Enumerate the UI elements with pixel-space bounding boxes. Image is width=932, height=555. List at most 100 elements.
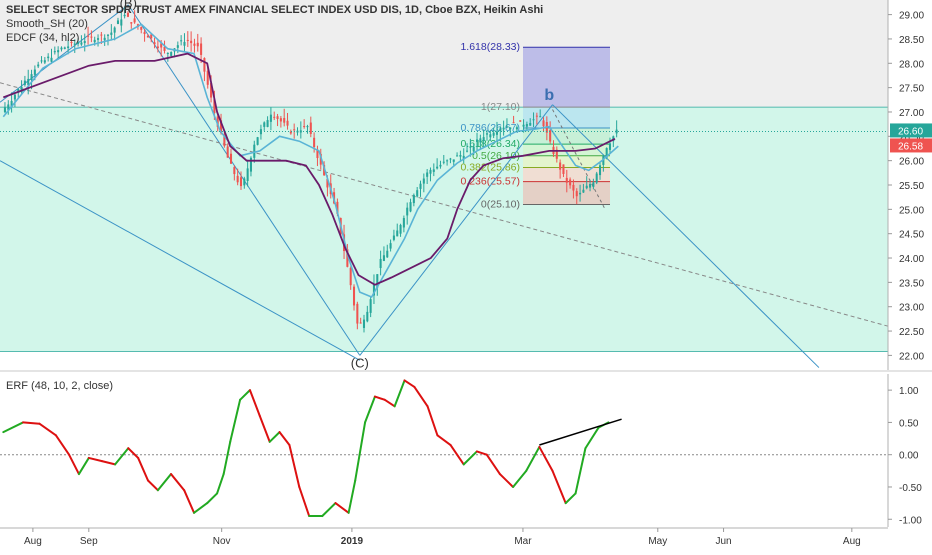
fib-zone xyxy=(523,128,610,145)
candle-body xyxy=(396,230,399,237)
candle-body xyxy=(409,202,412,212)
candle-body xyxy=(30,74,33,80)
candle-body xyxy=(489,134,492,138)
candle-body xyxy=(140,27,143,30)
candle-body xyxy=(150,34,153,39)
candle-body xyxy=(366,311,369,322)
indicator-label-edcf[interactable]: EDCF (34, hl2) xyxy=(6,32,80,44)
candle-body xyxy=(509,127,512,130)
candle-body xyxy=(70,41,73,43)
candle-body xyxy=(336,201,339,214)
candle-body xyxy=(349,267,352,286)
candle-body xyxy=(40,60,43,62)
candle-body xyxy=(386,250,389,258)
candle-body xyxy=(163,46,166,51)
candle-body xyxy=(565,177,568,183)
candle-body xyxy=(216,116,219,127)
y-tick-label: 28.50 xyxy=(899,35,924,46)
candle-body xyxy=(605,148,608,158)
indicator-label-erf[interactable]: ERF (48, 10, 2, close) xyxy=(6,380,113,392)
erf-y-tick-label: 0.50 xyxy=(899,418,919,429)
candle-body xyxy=(575,191,578,197)
fib-zone xyxy=(523,144,610,156)
fib-level-label: 1(27.10) xyxy=(481,101,520,113)
prev-price-tag xyxy=(890,138,932,153)
candle-body xyxy=(589,183,592,188)
candle-body xyxy=(519,120,522,122)
candle-body xyxy=(130,22,133,24)
erf-segment xyxy=(364,395,376,424)
candle-body xyxy=(156,46,159,49)
erf-segment xyxy=(156,473,173,492)
erf-segment xyxy=(258,414,271,443)
erf-segment xyxy=(436,434,452,447)
candle-body xyxy=(372,283,375,296)
candle-body xyxy=(37,64,40,67)
erf-segment xyxy=(498,473,515,488)
erf-segment xyxy=(216,473,225,495)
candle-body xyxy=(482,137,485,141)
candle-body xyxy=(43,60,46,63)
candle-body xyxy=(555,149,558,159)
candle-body xyxy=(259,129,262,135)
candle-body xyxy=(50,57,53,62)
candle-body xyxy=(286,120,289,126)
candle-body xyxy=(529,122,532,126)
candle-body xyxy=(512,122,515,124)
candle-body xyxy=(429,169,432,174)
erf-segment xyxy=(68,453,80,476)
candle-body xyxy=(356,303,359,324)
candle-body xyxy=(419,183,422,189)
indicator-label-smooth[interactable]: Smooth_SH (20) xyxy=(6,18,88,30)
candle-body xyxy=(352,286,356,306)
candle-body xyxy=(309,122,312,134)
candle-body xyxy=(213,99,216,113)
candle-body xyxy=(495,131,498,135)
candle-body xyxy=(535,115,538,117)
fib-zone xyxy=(523,47,610,108)
candle-body xyxy=(13,94,16,100)
y-tick-label: 29.00 xyxy=(899,11,924,22)
candle-body xyxy=(362,319,366,328)
edcf-line xyxy=(2,52,616,286)
candle-body xyxy=(422,178,425,184)
candle-body xyxy=(376,274,379,288)
candle-body xyxy=(542,120,545,127)
candle-body xyxy=(253,144,256,158)
price-axis-background xyxy=(888,0,932,550)
candle-body xyxy=(200,43,203,55)
erf-segment xyxy=(239,389,251,401)
candle-body xyxy=(469,146,472,148)
erf-segment xyxy=(525,445,541,472)
erf-segment xyxy=(127,447,140,459)
fib-level-label: 0.5(26.10) xyxy=(472,150,520,162)
candle-body xyxy=(346,249,349,267)
chart-title: SELECT SECTOR SPDR TRUST AMEX FINANCIAL … xyxy=(6,4,544,16)
candle-body xyxy=(406,207,409,216)
erf-segment xyxy=(512,469,528,488)
fib-zone xyxy=(523,155,610,168)
candle-body xyxy=(90,36,93,38)
candle-body xyxy=(243,178,246,186)
candle-body xyxy=(77,42,80,44)
candle-body xyxy=(263,122,266,127)
candle-body xyxy=(532,119,535,121)
x-tick-label: Aug xyxy=(843,536,861,547)
erf-segment xyxy=(170,473,186,492)
candle-body xyxy=(100,34,103,36)
candle-body xyxy=(57,50,60,53)
fib-level-label: 0.382(25.86) xyxy=(460,161,520,173)
upper-zone-shade xyxy=(0,0,888,108)
y-tick-label: 24.50 xyxy=(899,230,924,241)
candle-body xyxy=(120,19,123,26)
prev-price-label: 26.58 xyxy=(898,141,923,152)
y-tick-label: 24.00 xyxy=(899,254,924,265)
candle-body xyxy=(379,258,382,269)
y-tick-label: 25.00 xyxy=(899,205,924,216)
candle-body xyxy=(449,158,452,160)
candle-body xyxy=(97,38,100,40)
wave-label: (B) xyxy=(120,0,137,10)
candle-body xyxy=(392,235,395,240)
